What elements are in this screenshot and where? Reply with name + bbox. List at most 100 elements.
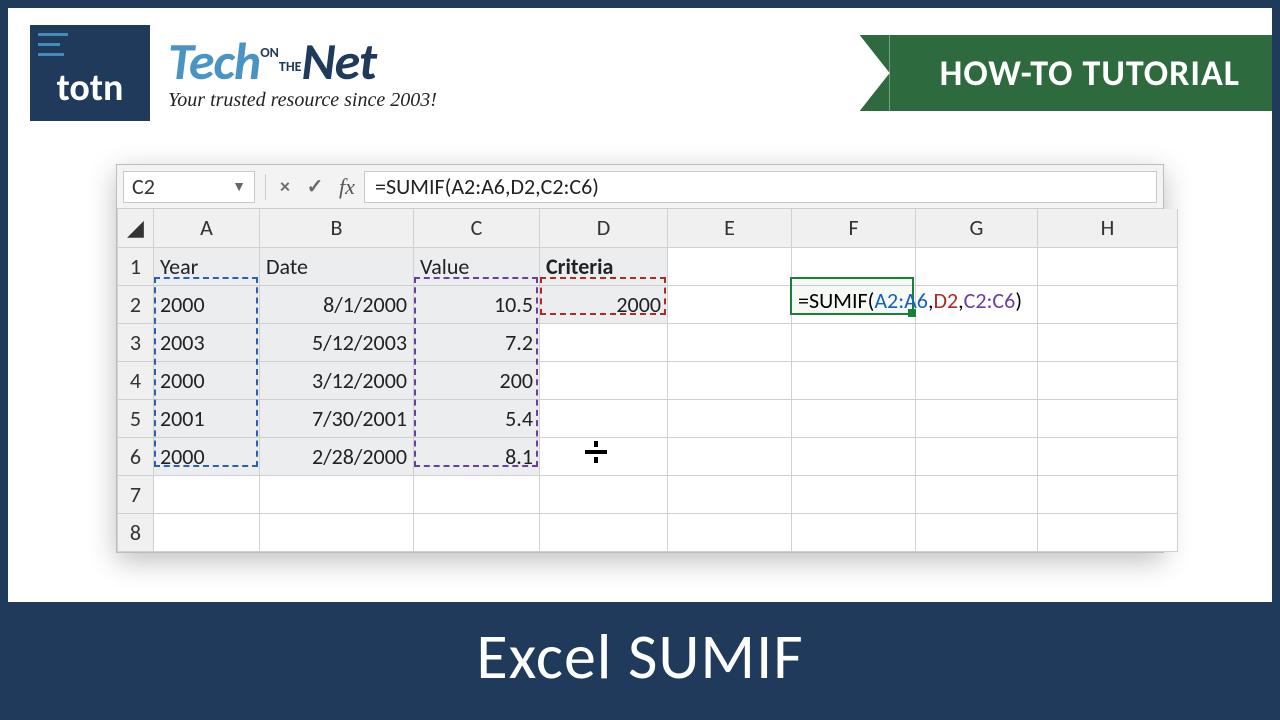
row-header[interactable]: 4	[118, 361, 154, 399]
formula-arg3: C2:C6	[964, 287, 1016, 314]
cell[interactable]: 2003	[154, 323, 260, 361]
formula-input[interactable]: =SUMIF(A2:A6,D2,C2:C6)	[364, 171, 1157, 203]
cell[interactable]: 2000	[154, 361, 260, 399]
cell[interactable]: 2001	[154, 399, 260, 437]
cell[interactable]: 7/30/2001	[260, 399, 414, 437]
cell[interactable]	[792, 437, 916, 475]
cell[interactable]: 5/12/2003	[260, 323, 414, 361]
cell[interactable]	[540, 513, 668, 551]
col-header-C[interactable]: C	[414, 209, 540, 247]
cell[interactable]: 2000	[540, 285, 668, 323]
cell[interactable]	[916, 323, 1038, 361]
cell[interactable]: Year	[154, 247, 260, 285]
col-header-H[interactable]: H	[1038, 209, 1178, 247]
cell[interactable]	[916, 475, 1038, 513]
cell[interactable]	[414, 475, 540, 513]
cell[interactable]	[1038, 247, 1178, 285]
cancel-button[interactable]: ×	[270, 175, 300, 199]
cell[interactable]	[1038, 399, 1178, 437]
cell[interactable]	[668, 285, 792, 323]
cell[interactable]: 10.5	[414, 285, 540, 323]
spreadsheet-window: C2 ▼ × ✓ fx =SUMIF(A2:A6,D2,C2:C6) ◢ A B…	[116, 164, 1164, 553]
row-header[interactable]: 6	[118, 437, 154, 475]
col-header-E[interactable]: E	[668, 209, 792, 247]
cell[interactable]	[154, 513, 260, 551]
cell[interactable]	[1038, 437, 1178, 475]
cell[interactable]	[540, 437, 668, 475]
cell[interactable]	[916, 513, 1038, 551]
cell[interactable]	[792, 513, 916, 551]
fx-icon[interactable]: fx	[330, 174, 364, 200]
cell[interactable]: Value	[414, 247, 540, 285]
cell[interactable]	[1038, 513, 1178, 551]
cell[interactable]	[668, 399, 792, 437]
cell[interactable]	[668, 437, 792, 475]
cell[interactable]	[916, 399, 1038, 437]
cell[interactable]: 200	[414, 361, 540, 399]
cell[interactable]: 2/28/2000	[260, 437, 414, 475]
col-header-G[interactable]: G	[916, 209, 1038, 247]
cell[interactable]	[540, 323, 668, 361]
formula-text: =SUMIF(	[798, 287, 874, 314]
name-box[interactable]: C2 ▼	[123, 171, 255, 203]
cell[interactable]	[792, 323, 916, 361]
row-header[interactable]: 7	[118, 475, 154, 513]
enter-button[interactable]: ✓	[300, 174, 330, 199]
col-header-B[interactable]: B	[260, 209, 414, 247]
cell[interactable]	[668, 361, 792, 399]
cell[interactable]	[540, 475, 668, 513]
header: totn TechONTHENet Your trusted resource …	[8, 8, 1272, 138]
cell[interactable]: 3/12/2000	[260, 361, 414, 399]
logo-text: totn	[57, 65, 124, 111]
cell[interactable]	[1038, 285, 1178, 323]
cell[interactable]: 2000	[154, 437, 260, 475]
cell[interactable]	[1038, 361, 1178, 399]
formula-arg2: D2	[933, 287, 958, 314]
row-header[interactable]: 1	[118, 247, 154, 285]
cell[interactable]	[260, 475, 414, 513]
spreadsheet-grid[interactable]: ◢ A B C D E F G H 1 Year Date Value Crit…	[117, 209, 1178, 552]
cell[interactable]: 2000	[154, 285, 260, 323]
row-header[interactable]: 3	[118, 323, 154, 361]
cell[interactable]	[540, 361, 668, 399]
cell[interactable]	[916, 247, 1038, 285]
cell[interactable]: Criteria	[540, 247, 668, 285]
cell[interactable]	[540, 399, 668, 437]
cell[interactable]	[792, 475, 916, 513]
cell[interactable]	[1038, 475, 1178, 513]
col-header-D[interactable]: D	[540, 209, 668, 247]
row-header[interactable]: 8	[118, 513, 154, 551]
cell[interactable]: 7.2	[414, 323, 540, 361]
cell[interactable]	[668, 475, 792, 513]
cell[interactable]: 5.4	[414, 399, 540, 437]
cell[interactable]: 8/1/2000	[260, 285, 414, 323]
col-header-A[interactable]: A	[154, 209, 260, 247]
cell[interactable]	[1038, 323, 1178, 361]
cell[interactable]	[668, 323, 792, 361]
cell[interactable]	[916, 437, 1038, 475]
grid-area[interactable]: ◢ A B C D E F G H 1 Year Date Value Crit…	[117, 209, 1163, 552]
cell[interactable]	[414, 513, 540, 551]
ribbon-label: HOW-TO TUTORIAL	[940, 51, 1240, 95]
cell[interactable]	[792, 361, 916, 399]
cell[interactable]	[916, 361, 1038, 399]
cell[interactable]: Date	[260, 247, 414, 285]
cell[interactable]	[260, 513, 414, 551]
cell[interactable]	[668, 247, 792, 285]
cell[interactable]	[668, 513, 792, 551]
cell[interactable]	[792, 399, 916, 437]
cell[interactable]: 8.1	[414, 437, 540, 475]
brand-on: ON	[260, 44, 279, 61]
brand-tagline: Your trusted resource since 2003!	[168, 89, 437, 112]
formula-text: )	[1015, 287, 1022, 314]
row-header[interactable]: 5	[118, 399, 154, 437]
chevron-down-icon[interactable]: ▼	[232, 178, 246, 195]
footer-bar: Excel SUMIF	[8, 602, 1272, 712]
cell[interactable]	[792, 247, 916, 285]
cell[interactable]	[154, 475, 260, 513]
logo-box: totn	[30, 25, 150, 121]
separator	[265, 174, 266, 200]
row-header[interactable]: 2	[118, 285, 154, 323]
col-header-F[interactable]: F	[792, 209, 916, 247]
select-all-corner[interactable]: ◢	[118, 209, 154, 247]
